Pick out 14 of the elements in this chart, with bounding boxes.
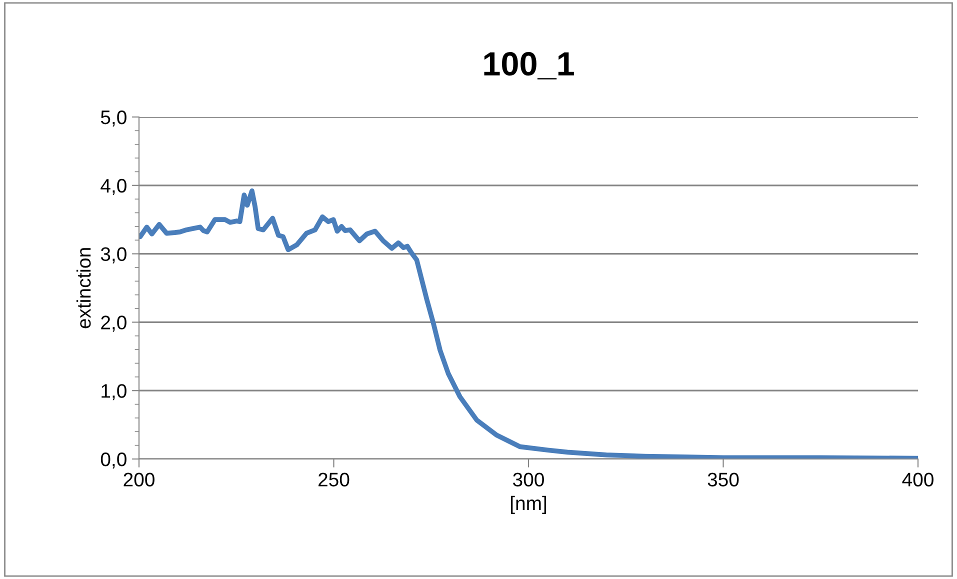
x-tick-label: 300 [513, 472, 544, 486]
chart-title: 100_1 [484, 52, 574, 80]
y-tick-label: 2,0 [101, 316, 126, 332]
y-tick-label: 0,0 [100, 452, 126, 469]
x-axis-title: [nm] [510, 496, 546, 514]
x-tick-label: 250 [318, 472, 350, 486]
x-tick-label: 200 [124, 472, 154, 486]
y-axis-title: extinction [76, 248, 91, 328]
y-tick-label: 3,0 [100, 247, 126, 264]
y-tick-label: 1,0 [102, 384, 126, 400]
y-tick-label: 4,0 [100, 178, 126, 195]
y-tick-label: 5,0 [100, 110, 126, 127]
x-tick-label: 400 [902, 472, 934, 486]
x-tick-label: 350 [708, 472, 739, 486]
